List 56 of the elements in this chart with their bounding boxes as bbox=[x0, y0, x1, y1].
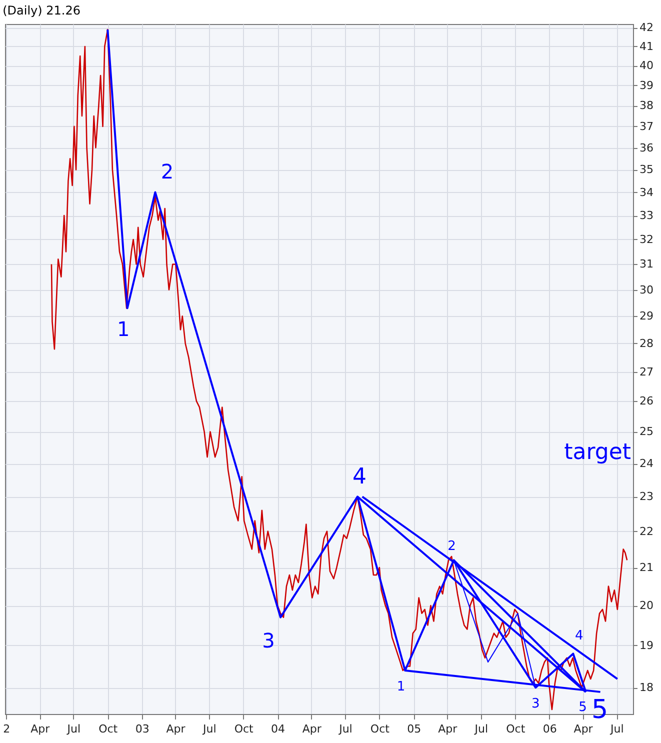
x-tick-label: Jul bbox=[202, 722, 216, 736]
y-tick-label: 20 bbox=[640, 599, 654, 612]
y-tick-label: 31 bbox=[640, 258, 654, 271]
x-tick-label: Oct bbox=[506, 722, 526, 736]
y-tick-label: 41 bbox=[640, 40, 654, 53]
annotation: 4 bbox=[352, 464, 366, 490]
x-tick-label: Apr bbox=[302, 722, 322, 736]
y-tick-label: 24 bbox=[640, 457, 654, 470]
x-tick-label: 03 bbox=[135, 722, 150, 736]
annotation: 3 bbox=[531, 696, 540, 712]
y-tick-label: 26 bbox=[640, 394, 654, 408]
x-tick-label: Oct bbox=[370, 722, 390, 736]
x-tick-label: Jul bbox=[66, 722, 81, 736]
y-tick-label: 38 bbox=[640, 99, 654, 112]
x-tick-label: 05 bbox=[407, 722, 422, 736]
annotation: 5 bbox=[578, 700, 587, 715]
x-tick-label: Apr bbox=[574, 722, 594, 736]
annotation: 4 bbox=[574, 628, 584, 644]
y-tick-label: 42 bbox=[640, 21, 654, 34]
y-tick-label: 37 bbox=[640, 120, 654, 133]
y-tick-label: 19 bbox=[640, 638, 654, 652]
x-tick-label: Oct bbox=[98, 722, 118, 736]
y-tick-label: 40 bbox=[640, 59, 654, 72]
annotation: 1 bbox=[396, 679, 406, 694]
chart-title: (Daily) 21.26 bbox=[2, 4, 81, 18]
x-tick-label: 2 bbox=[3, 722, 10, 736]
y-tick-label: 27 bbox=[640, 365, 654, 378]
y-tick-label: 39 bbox=[640, 78, 654, 92]
y-tick-label: 32 bbox=[640, 232, 654, 246]
y-tick-label: 33 bbox=[640, 209, 654, 222]
x-tick-label: 06 bbox=[542, 722, 557, 736]
annotation: 3 bbox=[262, 628, 275, 652]
y-tick-label: 36 bbox=[640, 141, 654, 154]
y-tick-label: 35 bbox=[640, 163, 654, 176]
annotation: 2 bbox=[448, 539, 456, 554]
y-tick-label: 23 bbox=[640, 490, 654, 504]
x-tick-label: Jul bbox=[610, 722, 624, 736]
x-tick-label: Jul bbox=[338, 722, 352, 736]
x-tick-label: Jul bbox=[474, 722, 488, 736]
annotation: target bbox=[564, 440, 632, 465]
y-tick-label: 28 bbox=[640, 336, 654, 350]
y-tick-label: 34 bbox=[640, 186, 654, 199]
annotation: 2 bbox=[160, 159, 174, 184]
y-tick-label: 18 bbox=[640, 681, 654, 694]
x-tick-label: Apr bbox=[438, 722, 458, 736]
annotation: 5 bbox=[592, 694, 608, 725]
x-tick-label: Apr bbox=[166, 722, 186, 736]
y-tick-label: 30 bbox=[640, 283, 654, 296]
y-tick-label: 21 bbox=[640, 561, 654, 574]
x-tick-label: Apr bbox=[30, 722, 50, 736]
y-tick-label: 25 bbox=[640, 425, 654, 438]
annotation: 1 bbox=[116, 317, 130, 342]
x-tick-label: Oct bbox=[234, 722, 254, 736]
y-tick-label: 22 bbox=[640, 524, 654, 538]
y-tick-label: 29 bbox=[640, 310, 654, 323]
x-tick-label: 04 bbox=[271, 722, 286, 736]
